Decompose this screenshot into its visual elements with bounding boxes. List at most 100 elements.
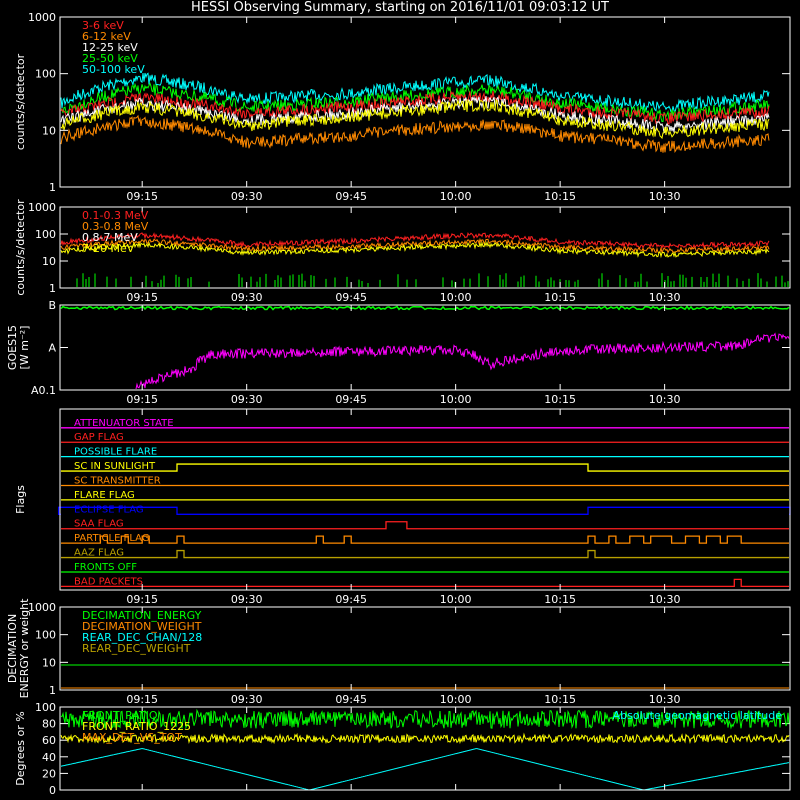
goes-ytick-label: A0.1: [31, 384, 56, 397]
decim-ytick-label: 100: [35, 629, 56, 642]
gamma-xtick-label: 10:15: [544, 291, 576, 304]
flag-label-7: SAA FLAG: [74, 519, 124, 530]
gamma-series-0-1-0-3-mev: [60, 232, 770, 250]
flag-line-saa-flag: [61, 521, 789, 530]
gamma-legend-3: 7-20 MeV: [82, 242, 135, 255]
decim-xtick-label: 10:00: [440, 693, 472, 706]
flag-label-6: ECLIPSE FLAG: [74, 504, 144, 515]
flag-label-10: FRONTS OFF: [74, 562, 137, 573]
gamma-xtick-label: 09:45: [335, 291, 367, 304]
goes-series-long: [60, 305, 790, 311]
flag-label-4: SC TRANSMITTER: [74, 475, 161, 486]
gamma-ytick-label: 10: [42, 255, 56, 268]
hxr-xtick-label: 10:15: [544, 190, 576, 203]
goes-xtick-label: 10:15: [544, 393, 576, 406]
goes-xtick-label: 09:45: [335, 393, 367, 406]
hxr-series-6-12-kev: [60, 114, 770, 153]
decim-xtick-label: 09:15: [126, 693, 158, 706]
flags-xtick-label: 09:15: [126, 593, 158, 606]
hxr-xtick-label: 09:15: [126, 190, 158, 203]
flag-label-2: POSSIBLE FLARE: [74, 447, 157, 458]
flag-label-8: PARTICLE FLAG: [74, 533, 150, 544]
flag-line-bad-packets: [61, 578, 789, 588]
goes-frame: [59, 304, 791, 391]
ratio-legend-2: MAX_DET_VS_TOT: [82, 731, 182, 744]
ratio-ytick-label: 0: [49, 784, 56, 797]
goes-xtick-label: 10:00: [440, 393, 472, 406]
gamma-legend-2: 0.8-7 MeV: [82, 231, 138, 244]
gamma-ytick-label: 1000: [28, 201, 56, 214]
decim-ytick-label: 1000: [28, 601, 56, 614]
ratio-ytick-label: 80: [42, 718, 56, 731]
ratio-ytick-label: 40: [42, 751, 56, 764]
goes-ylabel: GOES15: [6, 325, 19, 370]
gamma-xtick-label: 09:30: [231, 291, 263, 304]
hxr-ytick-label: 10: [42, 124, 56, 137]
decim-ytick-label: 1: [49, 684, 56, 697]
ratio-legend-0: FRONT_RATIO: [82, 709, 158, 722]
goes-series-short: [135, 332, 790, 390]
hxr-series-50-100-kev: [60, 72, 770, 114]
gamma-series-0-3-0-8-mev: [60, 237, 770, 255]
gamma-xtick-label: 10:00: [440, 291, 472, 304]
hxr-ytick-label: 1: [49, 181, 56, 194]
flags-xtick-label: 09:30: [231, 593, 263, 606]
gamma-series-7-20-mev: [60, 240, 770, 259]
decim-legend-2: REAR_DEC_CHAN/128: [82, 631, 202, 644]
gamma-ylabel: counts/s/detector: [14, 199, 27, 296]
decim-frame: [59, 606, 791, 691]
hxr-legend-4: 50-100 keV: [82, 63, 145, 76]
decim-xtick-label: 10:15: [544, 693, 576, 706]
hxr-legend-1: 6-12 keV: [82, 30, 131, 43]
hxr-series-12-25-kev: [60, 95, 770, 134]
ratio-legend-1: FRONT_RATIO_1225: [82, 720, 191, 733]
ratio-series-front-ratio: [60, 708, 790, 730]
flags-ylabel: Flags: [14, 485, 27, 514]
hxr-legend-0: 3-6 keV: [82, 19, 124, 32]
hxr-series-25-50-kev: [60, 82, 770, 122]
hxr-xtick-label: 10:00: [440, 190, 472, 203]
decim-legend-3: REAR_DEC_WEIGHT: [82, 642, 191, 655]
decim-xtick-label: 10:30: [649, 693, 681, 706]
flag-label-0: ATTENUATOR STATE: [74, 418, 174, 429]
ratio-series-max-det-vs-tot: [60, 732, 790, 745]
flags-xtick-label: 09:45: [335, 593, 367, 606]
ratio-ytick-label: 60: [42, 734, 56, 747]
ratio-ytick-label: 100: [35, 701, 56, 714]
flags-xtick-label: 10:30: [649, 593, 681, 606]
gamma-ytick-label: 1: [49, 282, 56, 295]
decim-xtick-label: 09:30: [231, 693, 263, 706]
decim-xtick-label: 09:45: [335, 693, 367, 706]
ratio-legend-right: Absolute geomagnetic latitude: [613, 709, 783, 722]
hxr-frame: [59, 16, 791, 188]
ratio-ylabel: Degrees or %: [14, 711, 27, 785]
plot-title: HESSI Observing Summary, starting on 201…: [191, 0, 609, 15]
flag-line-aaz-flag: [61, 549, 789, 559]
goes-ylabel2: [W m⁻²]: [18, 326, 31, 370]
goes-xtick-label: 10:30: [649, 393, 681, 406]
ratio-ytick-label: 20: [42, 767, 56, 780]
decim-legend-1: DECIMATION_WEIGHT: [82, 620, 202, 633]
gamma-legend-1: 0.3-0.8 MeV: [82, 220, 149, 233]
hxr-series-yellow: [60, 98, 770, 140]
flag-label-11: BAD PACKETS: [74, 576, 143, 587]
flag-label-9: AAZ FLAG: [74, 548, 124, 559]
gamma-xtick-label: 09:15: [126, 291, 158, 304]
flag-line-particle-flag: [61, 535, 789, 544]
goes-ytick-label: A: [48, 342, 56, 355]
gamma-legend-0: 0.1-0.3 MeV: [82, 209, 149, 222]
flag-label-1: GAP FLAG: [74, 432, 124, 443]
goes-xtick-label: 09:15: [126, 393, 158, 406]
flags-xtick-label: 10:00: [440, 593, 472, 606]
hxr-legend-3: 25-50 keV: [82, 52, 138, 65]
decim-ytick-label: 10: [42, 656, 56, 669]
flags-frame: [59, 408, 791, 591]
flags-xtick-label: 10:15: [544, 593, 576, 606]
hxr-xtick-label: 09:30: [231, 190, 263, 203]
hxr-legend-2: 12-25 keV: [82, 41, 138, 54]
flag-label-5: FLARE FLAG: [74, 490, 135, 501]
goes-xtick-label: 09:30: [231, 393, 263, 406]
gamma-ytick-label: 100: [35, 228, 56, 241]
gamma-xtick-label: 10:30: [649, 291, 681, 304]
